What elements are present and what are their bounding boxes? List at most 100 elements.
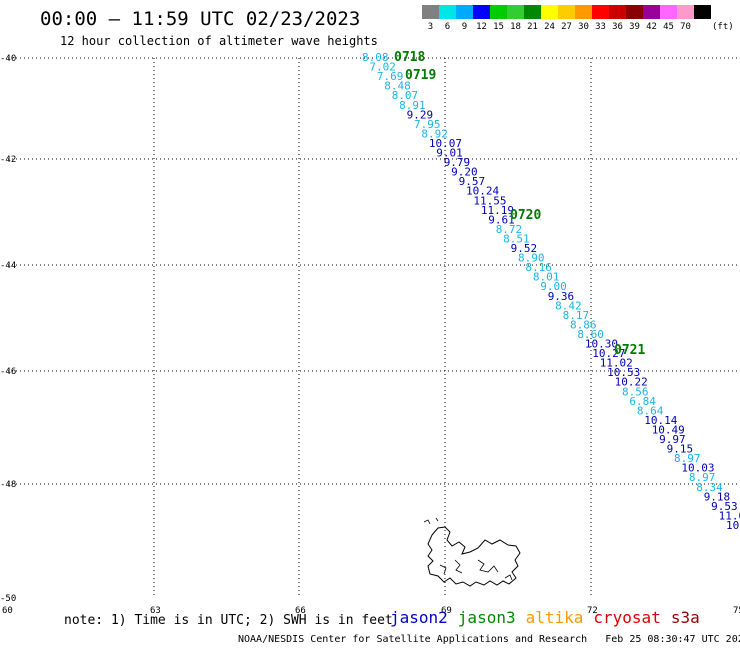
longitude-label: 63 bbox=[150, 606, 161, 616]
scale-label: 45 bbox=[663, 22, 674, 32]
wave-height-value: 10.53 bbox=[607, 366, 640, 379]
latitude-label: -48 bbox=[0, 480, 16, 490]
wave-height-value: 9.15 bbox=[667, 443, 694, 456]
wave-height-value: 10.49 bbox=[652, 424, 685, 437]
wave-height-value: 8.64 bbox=[637, 404, 664, 417]
wave-height-value: 9.18 bbox=[704, 490, 731, 503]
wave-height-value: 9.01 bbox=[436, 147, 463, 160]
pass-time-labels: 0718 0719 0720 0721 bbox=[394, 50, 645, 358]
page-subtitle: 12 hour collection of altimeter wave hei… bbox=[60, 34, 378, 48]
wave-height-value: 9.20 bbox=[451, 166, 478, 179]
scale-label: 24 bbox=[544, 22, 555, 32]
wave-height-value: 9.61 bbox=[488, 213, 515, 226]
wave-height-value: 6.84 bbox=[629, 395, 656, 408]
satellite-jason3: jason3 bbox=[457, 608, 516, 627]
timestamp-text: Feb 25 08:30:47 UTC 2023 bbox=[605, 634, 740, 645]
satellite-altika: altika bbox=[525, 608, 584, 627]
scale-swatch bbox=[677, 5, 694, 19]
scale-swatch bbox=[524, 5, 541, 19]
page-title: 00:00 – 11:59 UTC 02/23/2023 bbox=[40, 8, 361, 30]
wave-height-value: 10.03 bbox=[681, 462, 714, 475]
scale-label: 36 bbox=[612, 22, 623, 32]
pass-time-label: 0721 bbox=[614, 343, 645, 358]
wave-height-value: 8.86 bbox=[570, 318, 597, 331]
pass-time-label: 0719 bbox=[405, 68, 436, 83]
wave-height-value: 8.16 bbox=[525, 261, 552, 274]
wave-height-value: 7.02 bbox=[369, 61, 396, 74]
scale-label: 39 bbox=[629, 22, 640, 32]
scale-label: 9 bbox=[461, 22, 468, 32]
wave-height-value: 8.60 bbox=[577, 328, 604, 341]
wave-height-value: 8.07 bbox=[392, 89, 419, 102]
wave-height-value: 8.97 bbox=[689, 471, 716, 484]
scale-label: 30 bbox=[578, 22, 589, 32]
wave-height-value: 10.07 bbox=[429, 137, 462, 150]
wave-height-value: 10 bbox=[726, 519, 739, 532]
wave-height-value: 7.69 bbox=[377, 70, 404, 83]
scale-swatch bbox=[626, 5, 643, 19]
wave-height-color-scale bbox=[422, 5, 711, 19]
scale-swatch bbox=[694, 5, 711, 19]
pass-time-label: 0720 bbox=[510, 208, 541, 223]
wave-height-value: 9.29 bbox=[407, 108, 434, 121]
scale-swatch bbox=[439, 5, 456, 19]
scale-label: 18 bbox=[510, 22, 521, 32]
color-scale-labels: 3 6 9 12 15 18 21 24 27 30 33 36 39 42 45 70 bbox=[422, 22, 711, 32]
scale-swatch bbox=[575, 5, 592, 19]
scale-label: 21 bbox=[527, 22, 538, 32]
wave-height-value: 8.90 bbox=[518, 252, 545, 265]
wave-height-value: 8.92 bbox=[421, 127, 448, 140]
wave-height-value: 10.14 bbox=[644, 414, 677, 427]
wave-height-value: 9.52 bbox=[511, 242, 537, 255]
wave-height-value: 9.36 bbox=[548, 290, 575, 303]
scale-label: 42 bbox=[646, 22, 657, 32]
wave-height-track: 8.087.027.698.488.078.919.297.958.9210.0… bbox=[362, 51, 740, 532]
latitude-label: -44 bbox=[0, 261, 16, 271]
kerguelen-coastline bbox=[423, 517, 521, 587]
scale-swatch bbox=[592, 5, 609, 19]
latitude-label: -40 bbox=[0, 54, 16, 64]
wave-height-value: 8.72 bbox=[496, 223, 523, 236]
wave-height-value: 8.17 bbox=[563, 309, 590, 322]
latitude-label: -50 bbox=[0, 594, 16, 604]
wave-height-value: 8.42 bbox=[555, 299, 582, 312]
wave-height-value: 9.79 bbox=[444, 156, 471, 169]
scale-label: 15 bbox=[493, 22, 504, 32]
wave-height-value: 8.91 bbox=[399, 99, 426, 112]
longitude-label: 66 bbox=[295, 606, 306, 616]
wave-height-value: 8.48 bbox=[384, 80, 411, 93]
note-text: note: 1) Time is in UTC; 2) SWH is in fe… bbox=[64, 613, 393, 628]
satellite-legend: jason2 jason3 altika cryosat s3a bbox=[390, 608, 710, 627]
scale-swatch bbox=[609, 5, 626, 19]
wave-height-value: 10.27 bbox=[592, 347, 625, 360]
scale-swatch bbox=[507, 5, 524, 19]
scale-label: 6 bbox=[444, 22, 451, 32]
scale-swatch bbox=[490, 5, 507, 19]
wave-height-value: 11.02 bbox=[600, 357, 633, 370]
footer-credit: NOAA/NESDIS Center for Satellite Applica… bbox=[238, 634, 740, 645]
longitude-label: 75 bbox=[733, 606, 740, 616]
wave-height-value: 9.00 bbox=[540, 280, 567, 293]
wave-height-value: 7.95 bbox=[414, 118, 441, 131]
scale-swatch bbox=[422, 5, 439, 19]
credit-text: NOAA/NESDIS Center for Satellite Applica… bbox=[238, 634, 588, 645]
wave-height-value: 9.97 bbox=[659, 433, 686, 446]
wave-height-value: 8.01 bbox=[533, 271, 560, 284]
wave-height-value: 10.24 bbox=[466, 185, 499, 198]
wave-height-value: 11.0 bbox=[719, 509, 740, 522]
wave-height-value: 8.51 bbox=[503, 233, 529, 246]
wave-height-value: 8.34 bbox=[696, 481, 723, 494]
scale-label: 12 bbox=[476, 22, 487, 32]
scale-swatch bbox=[660, 5, 677, 19]
scale-swatch bbox=[643, 5, 660, 19]
latitude-label: -46 bbox=[0, 367, 16, 377]
wave-height-value: 10.30 bbox=[585, 338, 618, 351]
scale-swatch bbox=[558, 5, 575, 19]
satellite-cryosat: cryosat bbox=[593, 608, 661, 627]
color-scale-unit: (ft) bbox=[712, 22, 734, 32]
scale-label: 33 bbox=[595, 22, 606, 32]
lat-lon-grid: 60 63 66 69 72 75 -40 -42 -44 -46 -48 -50 bbox=[0, 54, 740, 616]
scale-swatch bbox=[541, 5, 558, 19]
satellite-s3a: s3a bbox=[670, 608, 700, 627]
